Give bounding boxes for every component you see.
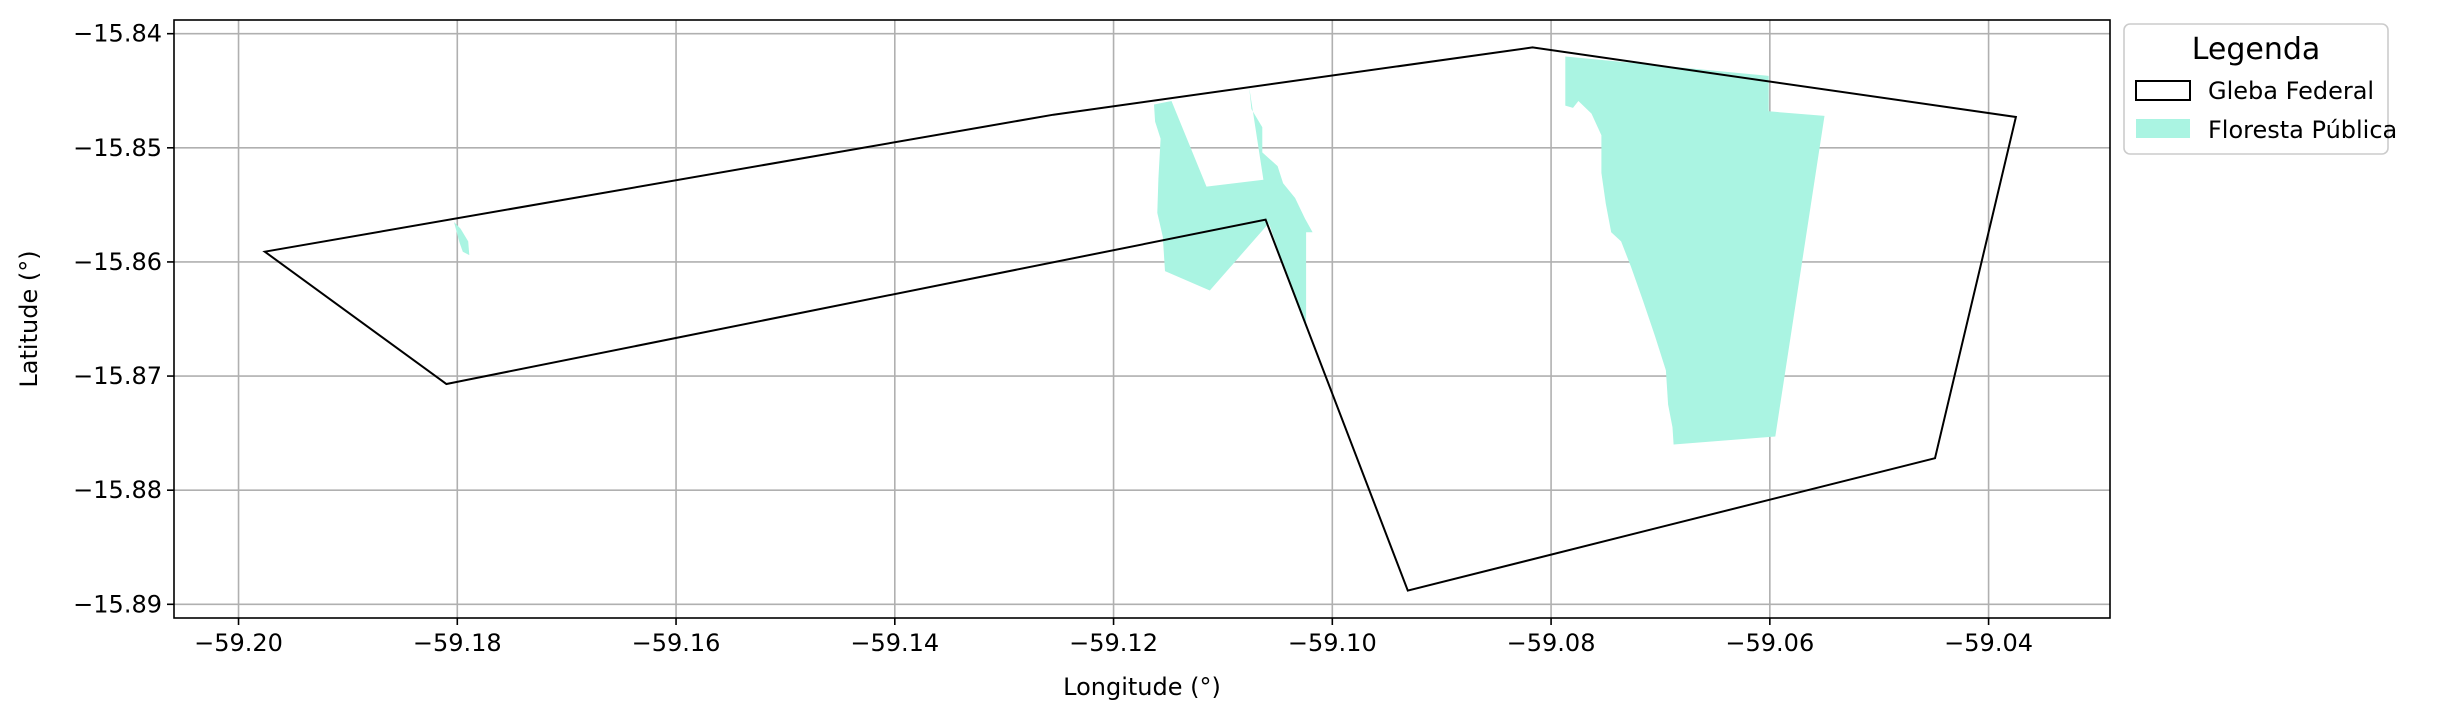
gleba-layer (262, 46, 2018, 592)
ticks-layer: −59.20 −59.18 −59.16 −59.14 −59.12 −59.10 −59.… (73, 20, 2033, 657)
x-tick-label: −59.20 (194, 629, 283, 657)
floresta-publica-polygon (1565, 56, 1825, 445)
plot-frame (173, 19, 2111, 619)
x-tick-label: −59.06 (1725, 629, 1814, 657)
y-tick-label: −15.88 (73, 476, 162, 504)
x-tick-label: −59.10 (1288, 629, 1377, 657)
y-tick-label: −15.89 (73, 590, 162, 618)
floresta-publica-polygon (454, 222, 470, 256)
y-tick-label: −15.85 (73, 134, 162, 162)
x-tick-label: −59.14 (850, 629, 939, 657)
y-axis-label: Latitude (°) (15, 250, 43, 387)
legend-swatch-floresta-publica (2136, 119, 2190, 138)
legend-title: Legenda (2192, 32, 2321, 67)
x-tick-label: −59.18 (413, 629, 502, 657)
plot-background (174, 20, 2110, 618)
legend: Legenda Gleba Federal Floresta Pública (2123, 23, 2397, 155)
x-tick-label: −59.08 (1507, 629, 1596, 657)
legend-label-floresta-publica: Floresta Pública (2208, 116, 2397, 144)
y-tick-label: −15.86 (73, 248, 162, 276)
forest-layer (454, 56, 1825, 445)
x-axis-label: Longitude (°) (1063, 673, 1221, 701)
floresta-publica-polygon (1154, 87, 1313, 329)
y-tick-label: −15.87 (73, 362, 162, 390)
y-tick-label: −15.84 (73, 20, 162, 48)
x-tick-label: −59.04 (1944, 629, 2033, 657)
plot-area (173, 19, 2111, 619)
x-tick-label: −59.16 (632, 629, 721, 657)
x-tick-label: −59.12 (1069, 629, 1158, 657)
gleba-federal-polygon (262, 46, 2018, 592)
legend-label-gleba-federal: Gleba Federal (2208, 77, 2374, 105)
legend-swatch-gleba-federal (2135, 80, 2191, 101)
